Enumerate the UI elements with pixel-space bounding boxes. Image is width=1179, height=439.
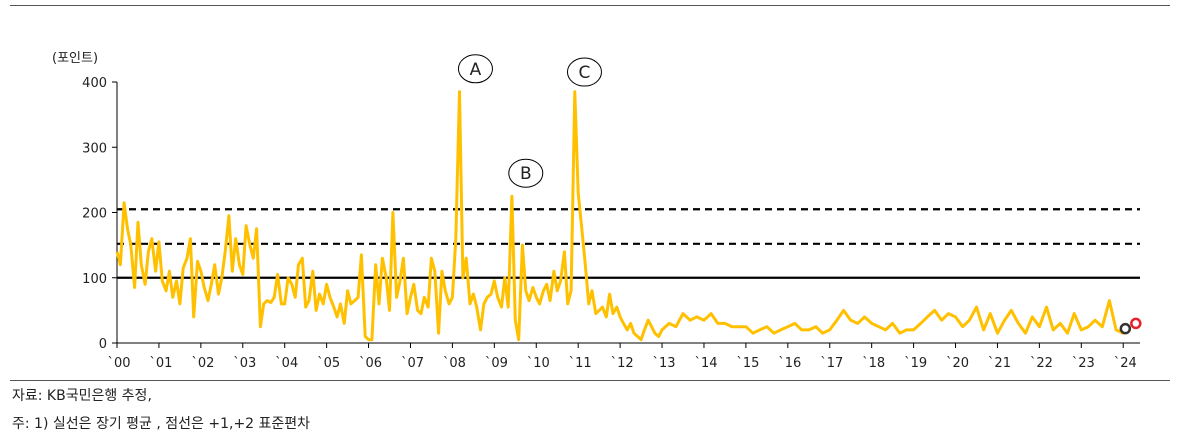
x-tick-label: `10 (527, 356, 550, 371)
top-rule (10, 5, 1170, 6)
callout-circle-B (508, 158, 544, 188)
x-tick-label: `01 (149, 356, 172, 371)
x-tick-label: `05 (317, 356, 340, 371)
x-tick-label: `12 (611, 356, 634, 371)
end-marker-0 (1119, 322, 1132, 335)
y-tick-label: 300 (82, 141, 107, 156)
y-tick-label: 400 (82, 76, 107, 91)
y-axis-label: (포인트) (52, 51, 98, 66)
line-chart: 0 100 200 300 400 `00 `01 `02 `03 `04 `05 `06 `07 `08… (52, 51, 1142, 371)
callout-circle-A (457, 54, 493, 84)
callout-circle-C (566, 57, 602, 87)
x-tick-label: `19 (904, 356, 927, 371)
x-tick-label: `13 (653, 356, 676, 371)
x-tick-label: `22 (1030, 356, 1053, 371)
x-tick-label: `02 (191, 356, 214, 371)
x-tick-label: `16 (778, 356, 801, 371)
x-tick-label: `11 (569, 356, 592, 371)
note-text: 주: 1) 실선은 장기 평균 , 점선은 +1,+2 표준편차 (12, 416, 311, 432)
series (115, 90, 1142, 342)
y-tick-label: 200 (82, 207, 107, 222)
x-tick-label: `24 (1114, 356, 1137, 371)
callout-label-A: A (470, 60, 482, 80)
x-tick-label: `09 (485, 356, 508, 371)
callout-label-B: B (520, 164, 532, 184)
axes: 0 100 200 300 400 `00 `01 `02 `03 `04 `05 `06 `07 `08… (82, 76, 1140, 371)
y-tick-label: 0 (99, 337, 107, 352)
x-tick-label: `21 (988, 356, 1011, 371)
end-marker-1 (1130, 317, 1142, 330)
x-tick-label: `15 (736, 356, 759, 371)
x-tick-label: `03 (233, 356, 256, 371)
x-tick-label: `18 (862, 356, 885, 371)
reference-lines (117, 208, 1140, 279)
x-tick-label: `23 (1072, 356, 1095, 371)
x-tick-label: `04 (275, 356, 298, 371)
x-tick-label: `08 (443, 356, 466, 371)
callout-label-C: C (579, 63, 591, 83)
series-line-0 (115, 90, 1129, 342)
x-tick-label: `17 (820, 356, 843, 371)
x-tick-label: `06 (359, 356, 382, 371)
source-text: 자료: KB국민은행 추정, (12, 388, 152, 404)
x-tick-label: `14 (694, 356, 717, 371)
y-tick-label: 100 (82, 272, 107, 287)
x-tick-label: `00 (107, 356, 130, 371)
x-tick-label: `07 (401, 356, 424, 371)
annotations: A B C (457, 54, 602, 188)
bottom-rule (10, 380, 1170, 381)
x-tick-label: `20 (946, 356, 969, 371)
